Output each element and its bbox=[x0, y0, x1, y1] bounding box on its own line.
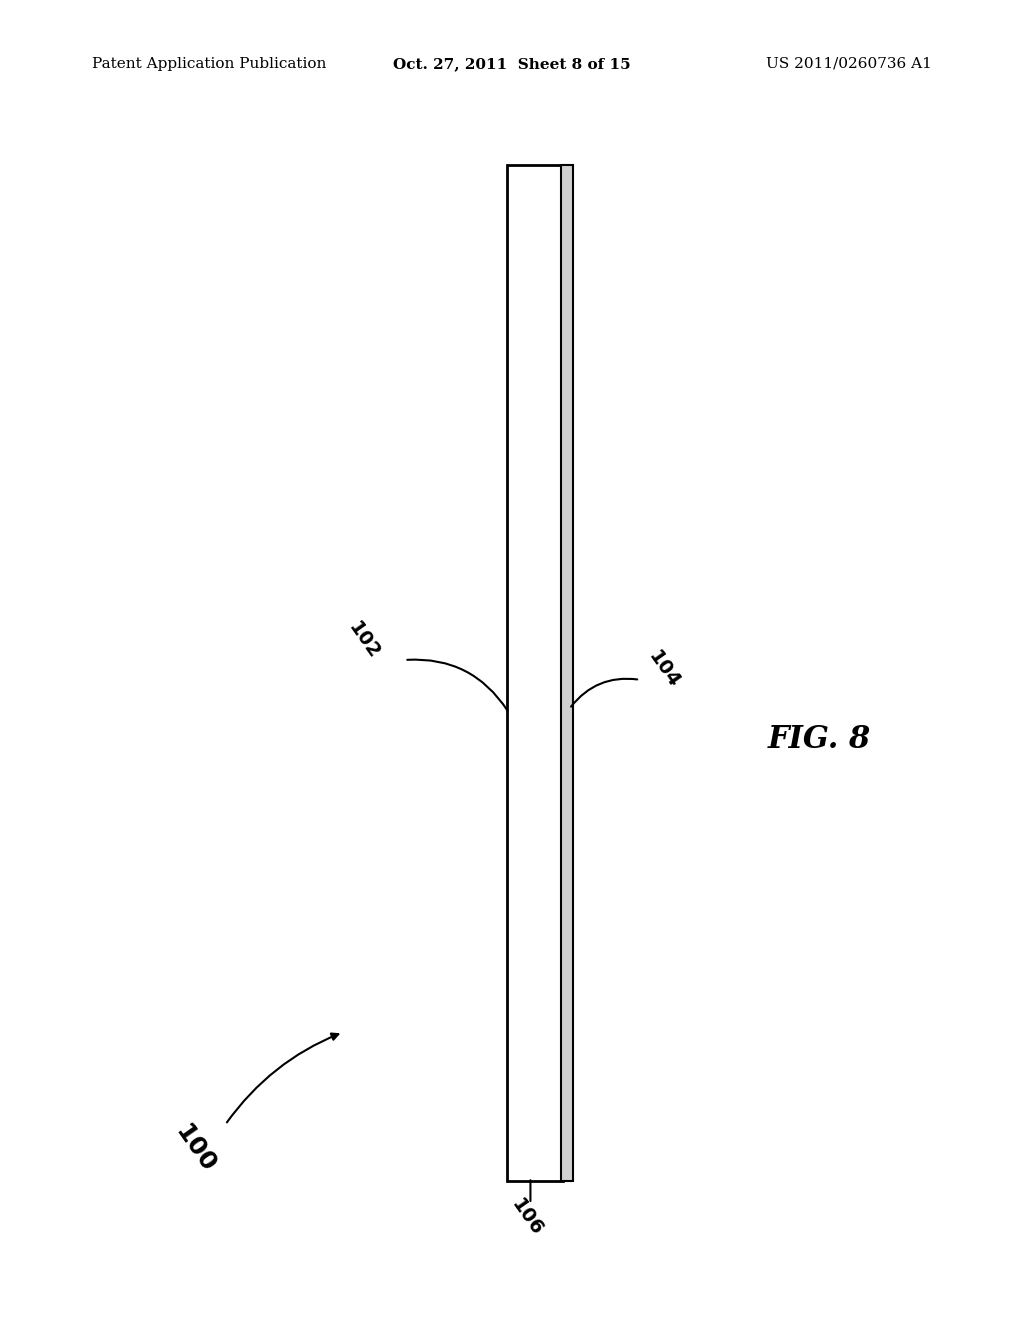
Bar bbox=[561, 165, 573, 1181]
Text: FIG. 8: FIG. 8 bbox=[768, 723, 870, 755]
Text: Patent Application Publication: Patent Application Publication bbox=[92, 57, 327, 71]
Text: 102: 102 bbox=[344, 618, 383, 663]
Text: Oct. 27, 2011  Sheet 8 of 15: Oct. 27, 2011 Sheet 8 of 15 bbox=[393, 57, 631, 71]
Text: US 2011/0260736 A1: US 2011/0260736 A1 bbox=[766, 57, 932, 71]
Text: 104: 104 bbox=[644, 647, 683, 692]
Text: 100: 100 bbox=[170, 1119, 219, 1177]
Text: 106: 106 bbox=[508, 1195, 547, 1239]
Bar bbox=[507, 165, 563, 1181]
